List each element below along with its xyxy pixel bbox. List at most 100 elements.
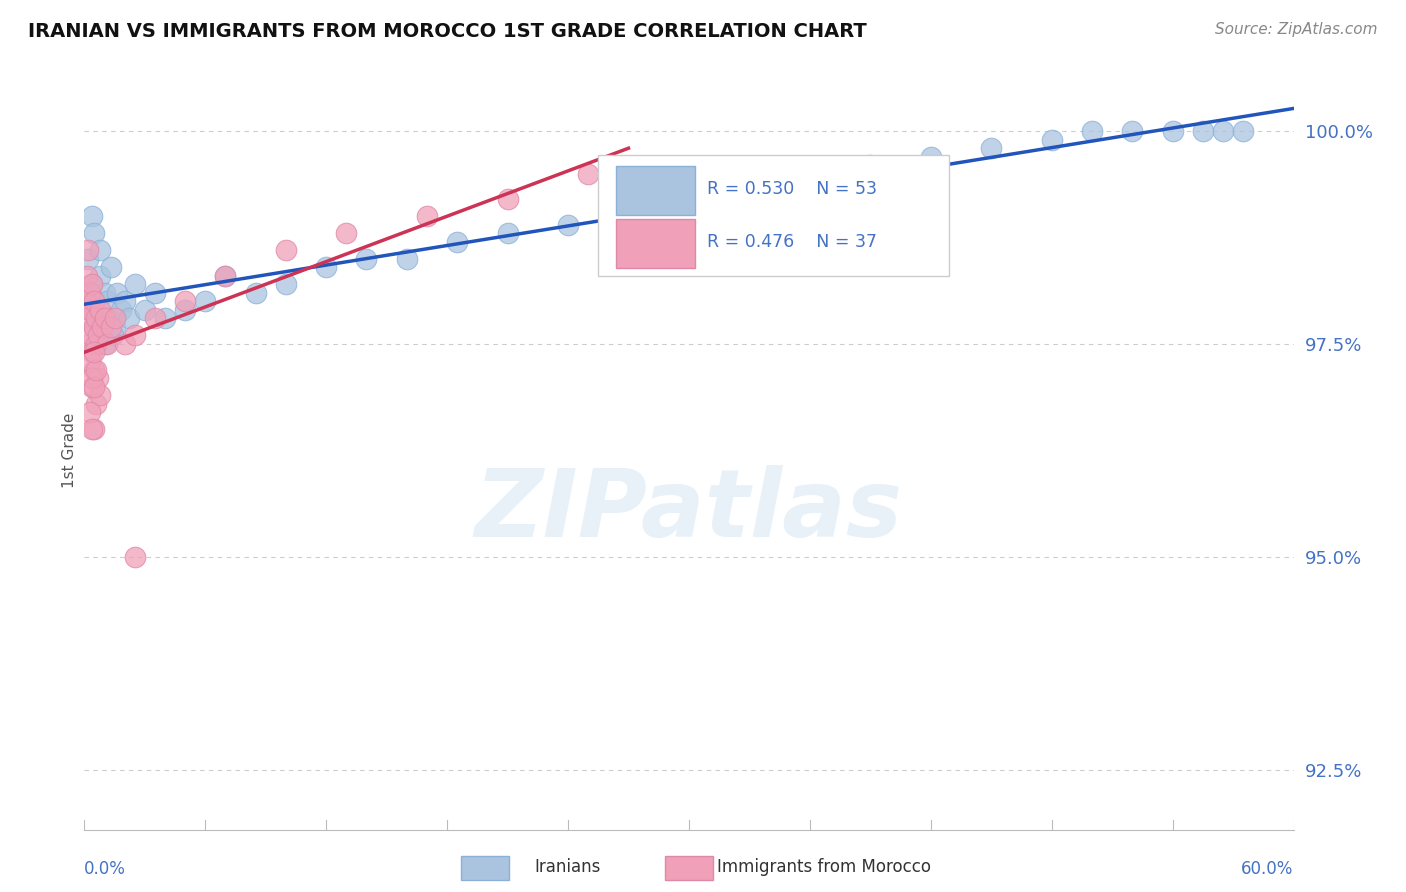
Text: Source: ZipAtlas.com: Source: ZipAtlas.com xyxy=(1215,22,1378,37)
Point xyxy=(83,422,105,436)
Point xyxy=(124,277,146,292)
Point xyxy=(110,302,132,317)
Point xyxy=(274,244,297,258)
Point xyxy=(75,294,97,309)
Point xyxy=(617,209,640,223)
Point xyxy=(82,209,104,223)
Point xyxy=(79,354,101,368)
Point xyxy=(1121,124,1143,138)
Point xyxy=(83,345,105,359)
Point xyxy=(118,311,141,326)
Point xyxy=(356,252,378,266)
Point xyxy=(86,294,108,309)
Point xyxy=(83,226,105,240)
Point xyxy=(86,337,108,351)
FancyBboxPatch shape xyxy=(599,155,949,277)
Point xyxy=(1192,124,1215,138)
Point xyxy=(82,379,104,393)
Point xyxy=(97,311,120,326)
Point xyxy=(1040,132,1063,146)
Point xyxy=(82,277,104,292)
Point xyxy=(79,302,101,317)
Point xyxy=(859,158,882,172)
Point xyxy=(143,311,166,326)
Point xyxy=(174,294,197,309)
Text: ZIPatlas: ZIPatlas xyxy=(475,465,903,558)
Point xyxy=(79,405,101,419)
Point xyxy=(214,268,236,283)
Point xyxy=(79,285,101,300)
Text: 60.0%: 60.0% xyxy=(1241,860,1294,878)
Point xyxy=(86,396,108,410)
Point xyxy=(143,285,166,300)
Point xyxy=(395,252,418,266)
Point xyxy=(1081,124,1104,138)
Point xyxy=(1212,124,1234,138)
Text: R = 0.476    N = 37: R = 0.476 N = 37 xyxy=(707,233,877,251)
Point xyxy=(86,362,108,376)
Point xyxy=(738,184,761,198)
Point xyxy=(89,388,111,402)
Point xyxy=(114,337,136,351)
Point xyxy=(114,294,136,309)
Text: IRANIAN VS IMMIGRANTS FROM MOROCCO 1ST GRADE CORRELATION CHART: IRANIAN VS IMMIGRANTS FROM MOROCCO 1ST G… xyxy=(28,22,868,41)
Point xyxy=(96,337,118,351)
Text: Iranians: Iranians xyxy=(534,858,600,876)
Point xyxy=(678,201,700,215)
Point xyxy=(93,285,115,300)
Point xyxy=(83,320,105,334)
Point xyxy=(89,268,111,283)
Text: R = 0.530    N = 53: R = 0.530 N = 53 xyxy=(707,180,877,198)
Point xyxy=(93,337,115,351)
Point xyxy=(91,328,114,343)
Point xyxy=(96,294,118,309)
FancyBboxPatch shape xyxy=(616,166,695,216)
Point xyxy=(83,379,105,393)
Point xyxy=(104,311,127,326)
Point xyxy=(80,328,103,343)
Point xyxy=(980,141,1002,155)
Point xyxy=(799,175,821,189)
Text: 0.0%: 0.0% xyxy=(84,860,127,878)
Point xyxy=(82,277,104,292)
Point xyxy=(557,218,579,232)
Point xyxy=(153,311,176,326)
FancyBboxPatch shape xyxy=(616,219,695,268)
Point xyxy=(194,294,217,309)
Point xyxy=(87,328,110,343)
Point xyxy=(315,260,337,275)
Point xyxy=(86,311,108,326)
Point xyxy=(100,320,122,334)
Point xyxy=(124,549,146,564)
Point xyxy=(89,302,111,317)
Point xyxy=(446,235,468,249)
Point xyxy=(83,362,105,376)
Text: Immigrants from Morocco: Immigrants from Morocco xyxy=(717,858,931,876)
Point xyxy=(82,422,104,436)
Point xyxy=(77,244,100,258)
Point xyxy=(76,268,98,283)
Point xyxy=(83,320,105,334)
Point xyxy=(93,311,115,326)
Point xyxy=(82,371,104,385)
Point xyxy=(86,337,108,351)
Point xyxy=(496,226,519,240)
Point xyxy=(576,167,599,181)
Point xyxy=(82,345,104,359)
Point xyxy=(105,285,128,300)
Point xyxy=(416,209,439,223)
Point xyxy=(104,320,127,334)
Point xyxy=(245,285,267,300)
Point xyxy=(87,371,110,385)
Point xyxy=(79,285,101,300)
Point xyxy=(89,244,111,258)
Point xyxy=(77,311,100,326)
Point xyxy=(79,337,101,351)
Point xyxy=(124,328,146,343)
Point xyxy=(1161,124,1184,138)
Point xyxy=(174,302,197,317)
Point xyxy=(214,268,236,283)
Point xyxy=(101,328,124,343)
Point xyxy=(79,302,101,317)
Point xyxy=(77,252,100,266)
